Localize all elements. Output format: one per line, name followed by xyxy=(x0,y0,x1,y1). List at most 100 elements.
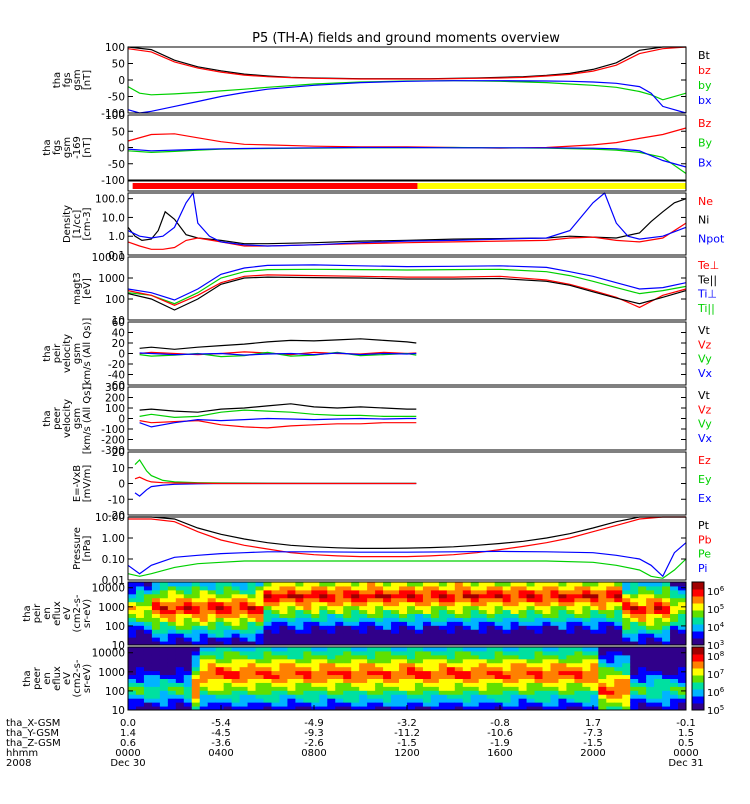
spectrogram-cell xyxy=(414,666,424,672)
spectrogram-cell xyxy=(534,609,544,614)
spectrogram-cell xyxy=(574,694,583,699)
spectrogram-cell xyxy=(159,593,169,599)
spectrogram-cell xyxy=(231,613,241,618)
spectrogram-cell xyxy=(255,597,265,603)
series-efield-Ez xyxy=(134,476,417,485)
spectrogram-cell xyxy=(128,686,137,691)
spectrogram-cell xyxy=(263,706,272,711)
spectrogram-cell xyxy=(510,629,520,634)
spectrogram-cell xyxy=(622,662,631,668)
spectrogram-cell xyxy=(566,698,575,703)
spectrogram-cell xyxy=(662,654,671,660)
spectrogram-cell xyxy=(574,582,583,587)
spectrogram-cell xyxy=(335,666,344,672)
spectrogram-cell xyxy=(414,637,424,642)
spectrogram-cell xyxy=(646,666,655,672)
colorbar-swatch xyxy=(692,654,704,662)
spectrogram-cell xyxy=(175,641,185,646)
spectrogram-cell xyxy=(486,666,496,672)
colorbar-tick-label: 108 xyxy=(707,650,724,663)
spectrogram-cell xyxy=(255,601,265,607)
spectrogram-cell xyxy=(558,629,567,634)
legend-fgs-Bt: Bt xyxy=(698,49,711,62)
spectrogram-cell xyxy=(247,609,257,614)
spectrogram-cell xyxy=(662,674,671,679)
spectrogram-cell xyxy=(199,589,209,595)
spectrogram-cell xyxy=(383,589,392,595)
spectrogram-cell xyxy=(191,641,201,646)
spectrogram-cell xyxy=(478,621,488,626)
spectrogram-cell xyxy=(128,582,137,587)
spectrogram-cell xyxy=(518,625,528,630)
spectrogram-cell xyxy=(223,601,233,607)
spectrogram-cell xyxy=(191,702,201,707)
spectrogram-cell xyxy=(295,621,304,626)
spectrogram-cell xyxy=(255,609,265,614)
spectrogram-cell xyxy=(678,678,687,683)
spectrogram-cell xyxy=(367,597,376,603)
spectrogram-cell xyxy=(542,678,551,683)
spectrogram-cell xyxy=(143,621,153,626)
spectrogram-cell xyxy=(574,702,583,707)
spectrogram-cell xyxy=(614,601,623,607)
spectrogram-cell xyxy=(486,698,496,703)
spectrogram-cell xyxy=(223,605,233,611)
spectrogram-cell xyxy=(215,621,225,626)
spectrogram-cell xyxy=(566,605,575,611)
spectrogram-cell xyxy=(239,601,249,607)
spectrogram-cell xyxy=(359,674,368,679)
spectrogram-cell xyxy=(399,682,408,687)
spectrogram-cell xyxy=(646,617,655,622)
spectrogram-cell xyxy=(351,582,360,587)
spectrogram-cell xyxy=(654,698,663,703)
spectrogram-cell xyxy=(622,698,631,703)
spectrogram-cell xyxy=(199,613,209,618)
spectrogram-cell xyxy=(367,629,376,634)
spectrogram-cell xyxy=(486,589,496,595)
spectrogram-cell xyxy=(327,637,336,642)
spectrogram-cell xyxy=(422,702,432,707)
spectrogram-cell xyxy=(279,597,288,603)
spectrogram-cell xyxy=(311,605,320,611)
spectrogram-cell xyxy=(558,690,567,695)
spectrogram-cell xyxy=(614,666,623,672)
spectrogram-cell xyxy=(327,633,336,638)
spectrogram-cell xyxy=(167,617,177,622)
spectrogram-cell xyxy=(598,706,607,711)
ylabel-line: eflux xyxy=(52,601,63,626)
spectrogram-cell xyxy=(247,682,257,687)
series-density-Ni xyxy=(127,198,687,245)
spectrogram-cell xyxy=(359,682,368,687)
spectrogram-cell xyxy=(462,617,472,622)
spectrogram-cell xyxy=(239,706,249,711)
spectrogram-cell xyxy=(303,682,312,687)
spectrogram-cell xyxy=(343,637,352,642)
spectrogram-cell xyxy=(502,658,512,664)
spectrogram-cell xyxy=(327,682,336,687)
spectrogram-cell xyxy=(438,629,448,634)
spectrogram-cell xyxy=(598,637,607,642)
spectrogram-cell xyxy=(199,670,209,676)
spectrogram-cell xyxy=(454,654,464,660)
spectrogram-cell xyxy=(351,678,360,683)
spectrogram-cell xyxy=(263,597,272,603)
spectrogram-cell xyxy=(343,690,352,695)
spectrogram-cell xyxy=(558,678,567,683)
spectrogram-cell xyxy=(311,686,320,691)
xaxis-row-label: tha_Z-GSM xyxy=(6,738,61,749)
spectrogram-cell xyxy=(359,662,368,668)
spectrogram-cell xyxy=(311,617,320,622)
spectrogram-cell xyxy=(454,637,464,642)
spectrogram-cell xyxy=(287,674,296,679)
spectrogram-cell xyxy=(678,621,687,626)
spectrogram-cell xyxy=(534,662,544,668)
spectrogram-cell xyxy=(143,637,153,642)
spectrogram-cell xyxy=(311,674,320,679)
legend-peir-vel-Vx: Vx xyxy=(698,367,713,380)
panel-mode-bar xyxy=(127,180,687,192)
spectrogram-cell xyxy=(295,690,304,695)
spectrogram-cell xyxy=(558,674,567,679)
spectrogram-cell xyxy=(582,609,591,614)
spectrogram-cell xyxy=(438,658,448,664)
